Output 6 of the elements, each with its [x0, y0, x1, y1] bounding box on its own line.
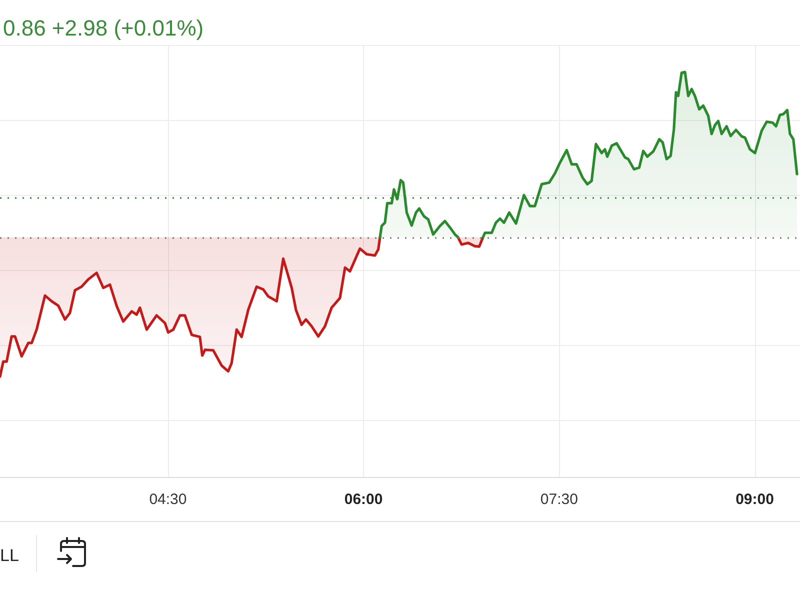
x-tick-label: 09:00	[736, 491, 774, 508]
x-tick-label: 06:00	[344, 491, 383, 508]
x-tick-label: 07:30	[540, 491, 578, 508]
x-tick-label: 04:30	[149, 491, 187, 508]
chart-title: 0.86 +2.98 (+0.01%)	[3, 16, 204, 40]
text: LL	[0, 545, 19, 567]
